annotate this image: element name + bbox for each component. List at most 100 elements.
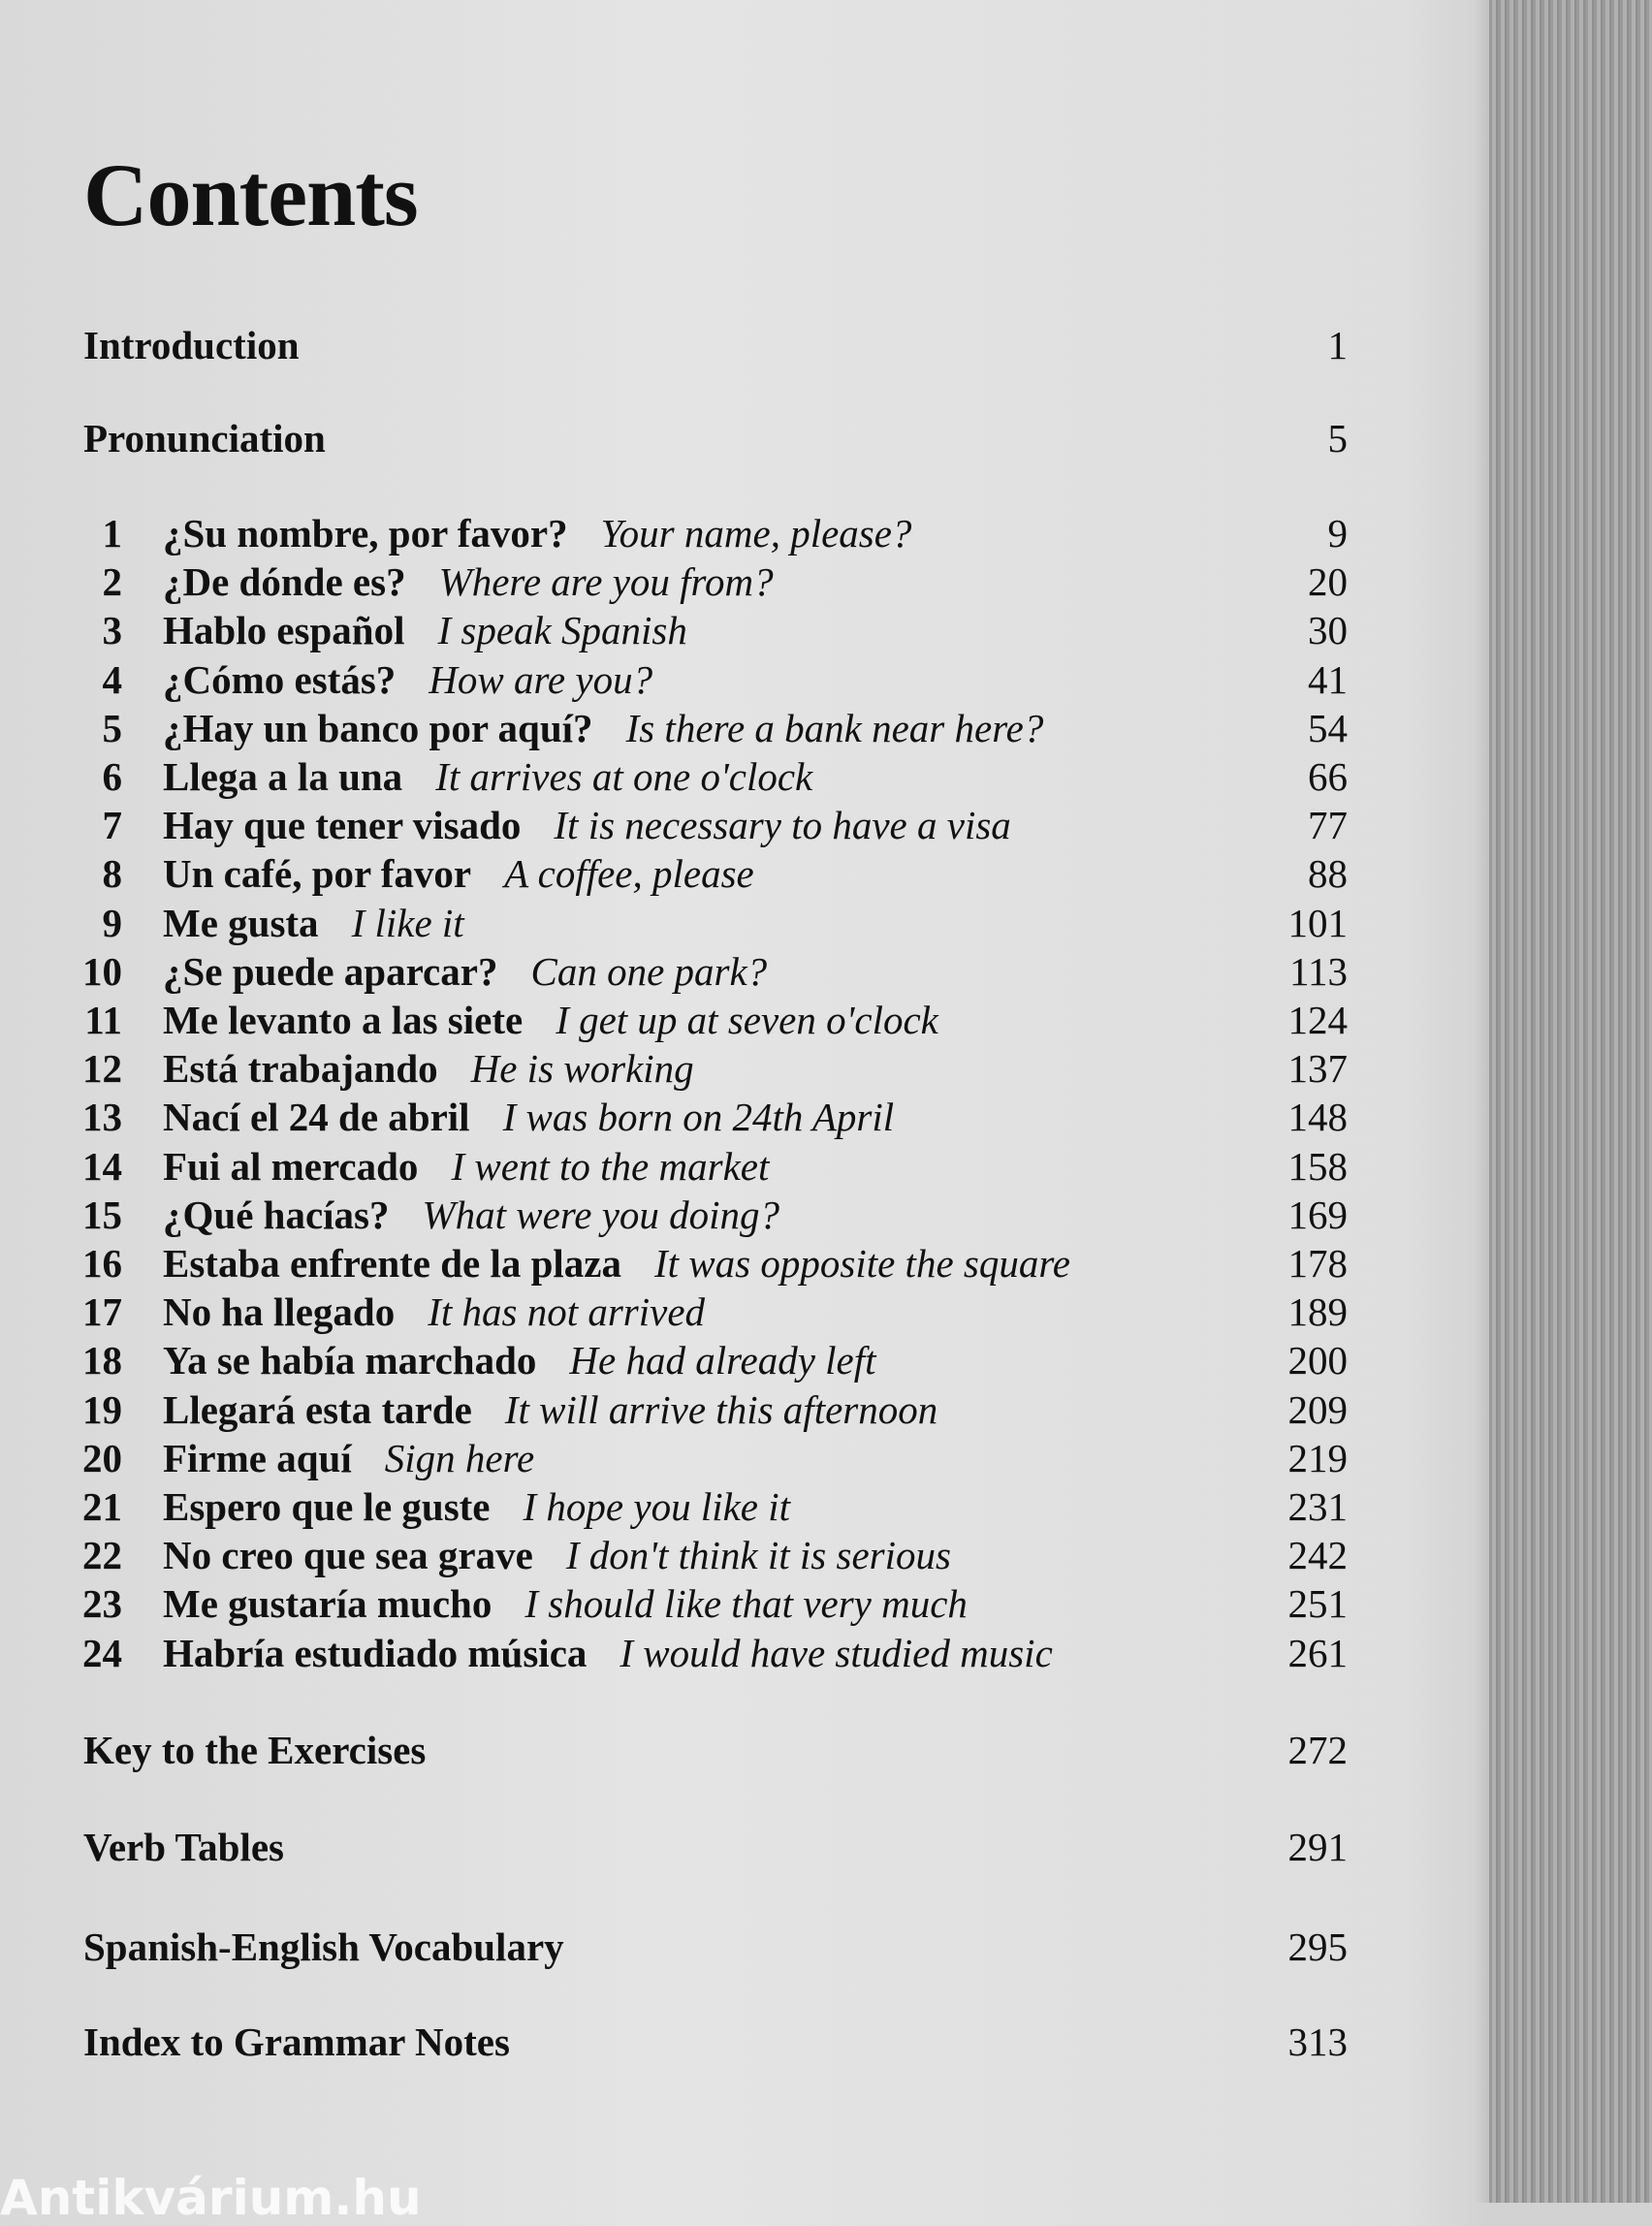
page-number: 88 (1308, 851, 1348, 897)
page-number: 169 (1287, 1192, 1349, 1237)
chapter-number: 16 (82, 1241, 122, 1286)
english-title: Can one park? (530, 948, 768, 994)
toc-section: Verb Tables 291 (83, 1824, 1348, 1870)
chapter-entry: 6 Llega a la una It arrives at one o'clock… (58, 753, 1349, 802)
english-title: It is necessary to have a visa (554, 803, 1011, 848)
chapter-number: 4 (102, 656, 123, 702)
chapter-number: 13 (82, 1095, 122, 1140)
chapter-entry: 17 No ha llegado It has not arrived 189 (58, 1288, 1348, 1337)
english-title: What were you doing? (422, 1192, 780, 1237)
chapter-number: 11 (84, 998, 122, 1042)
page-number: 189 (1287, 1289, 1349, 1335)
chapter-entry: 7 Hay que tener visado It is necessary to … (58, 802, 1349, 850)
section-label: Spanish-English Vocabulary (83, 1924, 564, 1969)
section-label: Pronunciation (83, 416, 326, 461)
chapter-entry: 22 No creo que sea grave I don't think it … (58, 1532, 1348, 1580)
spanish-title: Ya se había marchado (163, 1338, 537, 1383)
section-label: Introduction (83, 323, 300, 367)
spanish-title: Hablo español (163, 608, 405, 653)
page-number: 148 (1287, 1095, 1349, 1140)
english-title: I like it (351, 900, 464, 945)
spanish-title: ¿Cómo estás? (163, 656, 397, 702)
english-title: I speak Spanish (437, 608, 687, 653)
page-number: 5 (1327, 416, 1349, 461)
chapter-number: 20 (82, 1435, 122, 1480)
spanish-title: ¿Qué hacías? (163, 1192, 390, 1237)
chapter-entry: 15 ¿Qué hacías? What were you doing? 169 (58, 1192, 1348, 1240)
chapter-entry: 3 Hablo español I speak Spanish 30 (58, 607, 1349, 655)
chapter-entry: 2 ¿De dónde es? Where are you from? 20 (58, 558, 1349, 607)
page-number: 30 (1308, 608, 1348, 653)
chapter-entry: 10 ¿Se puede aparcar? Can one park? 113 (58, 948, 1348, 997)
chapter-entry: 14 Fui al mercado I went to the market 158 (58, 1143, 1348, 1192)
spanish-title: Me gusta (163, 900, 319, 945)
page-number: 209 (1287, 1386, 1349, 1432)
english-title: It has not arrived (428, 1289, 706, 1335)
english-title: I would have studied music (620, 1630, 1053, 1675)
page-number: 219 (1287, 1435, 1349, 1480)
spanish-title: ¿De dónde es? (163, 559, 406, 605)
page-number: 295 (1287, 1924, 1349, 1969)
page-number: 200 (1287, 1338, 1349, 1383)
toc-section: Pronunciation 5 (83, 415, 1348, 461)
chapter-entry: 5 ¿Hay un banco por aquí? Is there a bank … (58, 705, 1349, 753)
spanish-title: Está trabajando (163, 1046, 438, 1092)
chapter-number: 9 (102, 900, 123, 945)
chapter-number: 22 (82, 1533, 122, 1578)
chapter-number: 17 (82, 1289, 122, 1335)
page-number: 313 (1287, 2019, 1349, 2064)
english-title: Where are you from? (438, 559, 774, 605)
chapter-entry: 16 Estaba enfrente de la plaza It was oppo… (58, 1240, 1348, 1288)
chapter-entry: 24 Habría estudiado música I would have st… (58, 1630, 1348, 1678)
english-title: I should like that very much (524, 1581, 968, 1627)
page-number: 54 (1308, 705, 1348, 750)
section-label: Index to Grammar Notes (83, 2019, 510, 2064)
spanish-title: Firme aquí (163, 1435, 352, 1480)
spanish-title: No creo que sea grave (163, 1533, 533, 1578)
spanish-title: Habría estudiado música (163, 1630, 588, 1675)
chapter-entry: 8 Un café, por favor A coffee, please 88 (58, 850, 1349, 899)
page-number: 242 (1287, 1533, 1349, 1578)
page-number: 158 (1287, 1143, 1349, 1189)
english-title: He is working (470, 1046, 694, 1092)
chapter-entry: 20 Firme aquí Sign here 219 (58, 1435, 1348, 1483)
chapter-entry: 4 ¿Cómo estás? How are you? 41 (58, 656, 1349, 705)
page-number: 261 (1287, 1630, 1349, 1675)
english-title: Sign here (384, 1435, 535, 1480)
chapter-entry: 21 Espero que le guste I hope you like it 2… (58, 1483, 1348, 1532)
page-number: 178 (1287, 1241, 1349, 1286)
section-label: Key to the Exercises (83, 1728, 427, 1772)
spanish-title: Un café, por favor (163, 851, 472, 897)
chapter-number: 10 (82, 948, 122, 994)
toc-section: Spanish-English Vocabulary 295 (83, 1924, 1348, 1970)
page-number: 20 (1308, 559, 1348, 605)
chapter-entry: 11 Me levanto a las siete I get up at seve… (58, 997, 1348, 1045)
page-number: 272 (1287, 1728, 1349, 1772)
chapter-entry: 1 ¿Su nombre, por favor? Your name, please… (58, 510, 1349, 558)
english-title: Is there a bank near here? (625, 705, 1044, 750)
chapter-number: 23 (82, 1581, 122, 1627)
page-number: 124 (1287, 998, 1349, 1042)
chapter-number: 7 (102, 803, 123, 848)
spanish-title: Llegará esta tarde (163, 1386, 472, 1432)
spanish-title: Fui al mercado (163, 1143, 419, 1189)
toc-section: Introduction 1 (83, 322, 1348, 368)
spanish-title: Llega a la una (163, 754, 403, 799)
chapter-number: 18 (82, 1338, 122, 1383)
page-number: 231 (1287, 1484, 1349, 1529)
spanish-title: ¿Se puede aparcar? (163, 948, 498, 994)
page-number: 77 (1308, 803, 1348, 848)
chapter-number: 12 (82, 1046, 122, 1092)
page-number: 291 (1287, 1825, 1349, 1869)
spanish-title: ¿Su nombre, por favor? (163, 511, 568, 556)
page-number: 113 (1289, 948, 1348, 994)
chapter-number: 1 (102, 511, 123, 556)
english-title: How are you? (429, 656, 653, 702)
chapter-number: 3 (102, 608, 123, 653)
english-title: It was opposite the square (654, 1241, 1070, 1286)
spanish-title: Me gustaría mucho (163, 1581, 492, 1627)
chapter-number: 6 (102, 754, 123, 799)
chapter-number: 14 (82, 1143, 122, 1189)
watermark-logo: Antikvárium.hu (0, 2170, 422, 2226)
chapter-entry: 9 Me gusta I like it 101 (58, 900, 1349, 948)
